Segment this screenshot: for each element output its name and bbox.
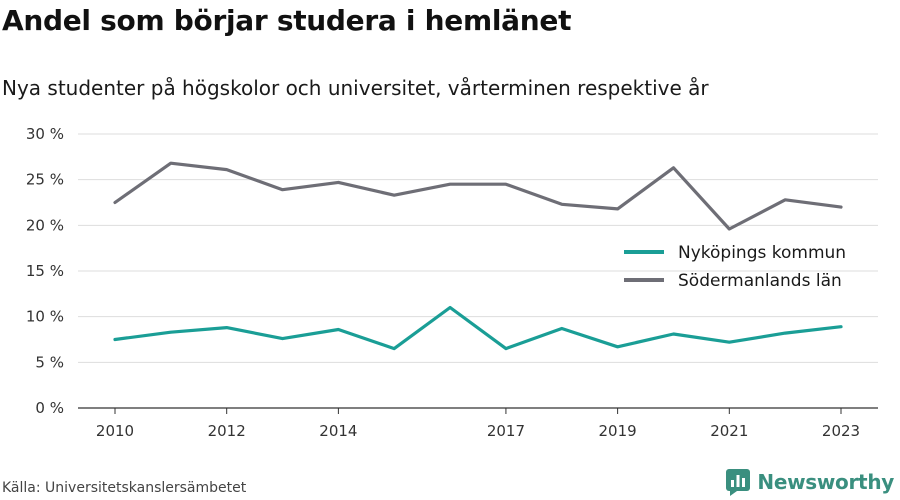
y-axis-ticks: 0 % 5 % 10 % 15 % 20 % 25 % 30 % xyxy=(26,125,64,417)
newsworthy-logo-icon xyxy=(726,469,751,496)
x-tick-label: 2019 xyxy=(599,422,637,440)
legend-label: Nyköpings kommun xyxy=(678,243,846,263)
x-tick-label: 2021 xyxy=(710,422,748,440)
y-tick-label: 5 % xyxy=(35,353,64,371)
legend-label: Södermanlands län xyxy=(678,271,842,291)
x-axis-ticks: 2010 2012 2014 2017 2019 2021 2023 xyxy=(96,408,860,440)
x-tick-label: 2023 xyxy=(822,422,860,440)
x-tick-label: 2012 xyxy=(208,422,246,440)
chart-subtitle: Nya studenter på högskolor och universit… xyxy=(2,76,709,100)
y-tick-label: 25 % xyxy=(26,171,64,189)
x-tick-label: 2014 xyxy=(319,422,357,440)
line-chart: 0 %5 %10 %15 %20 %25 %30 % 2010 2012 2014 2… xyxy=(26,125,878,440)
source-note: Källa: Universitetskanslersämbetet xyxy=(2,480,247,496)
x-tick-label: 2017 xyxy=(487,422,525,440)
series-line xyxy=(113,305,843,351)
y-tick-label: 30 % xyxy=(26,125,64,143)
y-tick-label: 0 % xyxy=(35,399,64,417)
chart-title: Andel som börjar studera i hemlänet xyxy=(2,4,572,37)
brand-logo: Newsworthy xyxy=(725,468,894,496)
legend: Nyköpings kommun Södermanlands län xyxy=(624,243,846,291)
y-tick-label: 15 % xyxy=(26,262,64,280)
series-line xyxy=(113,161,843,231)
x-tick-label: 2010 xyxy=(96,422,134,440)
series-lines xyxy=(113,161,843,351)
grid-lines xyxy=(78,133,878,363)
brand-name: Newsworthy xyxy=(757,470,894,494)
y-tick-label: 20 % xyxy=(26,216,64,234)
y-tick-label: 10 % xyxy=(26,308,64,326)
